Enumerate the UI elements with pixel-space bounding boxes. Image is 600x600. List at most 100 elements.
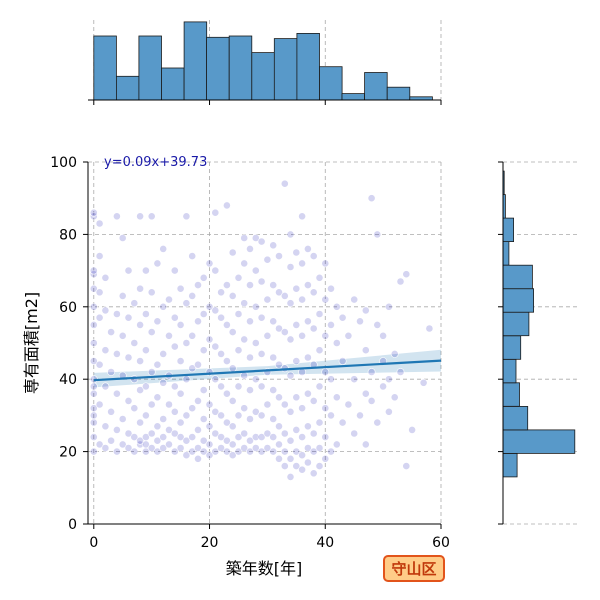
y-histogram-bar	[502, 217, 515, 243]
regression-line	[93, 359, 442, 382]
y-histogram-bar	[502, 382, 520, 407]
scatter-point	[315, 382, 324, 391]
scatter-point	[170, 266, 179, 275]
scatter-point	[89, 411, 98, 420]
y-histogram-bar	[502, 264, 533, 290]
scatter-point	[280, 328, 289, 336]
scatter-point	[89, 447, 98, 456]
scatter-point	[95, 313, 104, 322]
scatter-point	[228, 291, 237, 300]
scatter-point	[217, 313, 225, 322]
scatter-point	[188, 252, 197, 260]
scatter-point	[113, 425, 121, 434]
scatter-point	[159, 444, 168, 452]
scatter-point	[222, 436, 231, 445]
regression-line-path	[93, 359, 442, 382]
x-histogram-bar	[138, 35, 162, 101]
scatter-point	[303, 458, 312, 467]
scatter-point	[118, 415, 127, 423]
scatter-point	[170, 429, 179, 438]
scatter-point	[188, 404, 197, 413]
scatter-point	[246, 317, 254, 326]
scatter-point	[275, 454, 283, 463]
y-tick-label: 60	[59, 300, 77, 316]
scatter-point	[228, 440, 237, 449]
scatter-point	[396, 277, 405, 286]
scatter-point	[101, 346, 110, 355]
scatter-point	[222, 320, 231, 329]
scatter-point	[321, 454, 330, 463]
scatter-point	[269, 415, 278, 423]
x-histogram-bar	[296, 33, 320, 101]
scatter-point	[280, 429, 289, 438]
scatter-point	[303, 389, 312, 398]
scatter-point	[211, 407, 220, 416]
scatter-point	[338, 313, 347, 322]
scatter-point	[298, 465, 306, 474]
scatter-point	[327, 284, 335, 293]
scatter-point	[95, 252, 104, 260]
scatter-point	[234, 382, 243, 391]
scatter-point	[136, 320, 144, 329]
scatter-point	[263, 295, 272, 304]
scatter-point	[298, 451, 306, 460]
scatter-point	[228, 451, 237, 460]
scatter-point	[251, 444, 260, 452]
scatter-point	[309, 288, 318, 297]
scatter-point	[89, 433, 98, 441]
y-histogram-bar	[502, 429, 576, 454]
scatter-point	[344, 400, 353, 409]
scatter-point	[95, 288, 104, 297]
scatter-point	[257, 349, 266, 358]
scatter-point	[89, 382, 98, 391]
scatter-point	[373, 230, 382, 239]
x-histogram-bar	[386, 86, 411, 101]
scatter-point	[217, 444, 225, 452]
scatter-point	[367, 368, 376, 376]
scatter-point	[246, 447, 254, 456]
scatter-point	[130, 299, 139, 308]
scatter-point	[269, 241, 278, 250]
scatter-point	[275, 393, 283, 402]
scatter-point	[147, 328, 156, 336]
x-histogram-bar	[116, 75, 140, 101]
scatter-point	[298, 433, 306, 441]
scatter-point	[205, 440, 214, 449]
scatter-point	[141, 346, 150, 355]
scatter-point	[89, 389, 98, 398]
scatter-point	[321, 331, 330, 340]
scatter-point	[408, 425, 416, 434]
scatter-point	[396, 368, 405, 376]
scatter-point	[280, 400, 289, 409]
x-tick-label: 0	[89, 535, 98, 551]
scatter-point	[130, 404, 139, 413]
scatter-point	[182, 339, 191, 347]
scatter-point	[182, 436, 191, 445]
x-histogram-bar	[161, 67, 185, 101]
scatter-point	[124, 429, 133, 438]
scatter-point	[136, 386, 144, 394]
scatter-point	[251, 266, 260, 275]
scatter-point	[211, 306, 220, 315]
scatter-point	[153, 317, 162, 326]
scatter-point	[251, 339, 260, 347]
scatter-point	[251, 407, 260, 416]
scatter-point	[257, 313, 266, 322]
scatter-point	[315, 418, 324, 427]
y-histogram-bar	[502, 335, 522, 360]
scatter-point	[240, 429, 249, 438]
scatter-point	[234, 310, 243, 318]
x-histogram-bar	[364, 72, 388, 101]
district-badge-label: 守山区	[391, 560, 436, 578]
x-histogram-bar	[251, 52, 275, 101]
scatter-point	[95, 400, 104, 409]
scatter-point	[188, 291, 197, 300]
scatter-point	[147, 429, 156, 438]
scatter-point	[217, 349, 225, 358]
scatter-point	[222, 201, 231, 210]
scatter-point	[321, 433, 330, 441]
scatter-point	[222, 418, 231, 427]
scatter-point	[217, 433, 225, 441]
scatter-point	[251, 433, 260, 441]
y-tick-label: 0	[68, 517, 77, 533]
